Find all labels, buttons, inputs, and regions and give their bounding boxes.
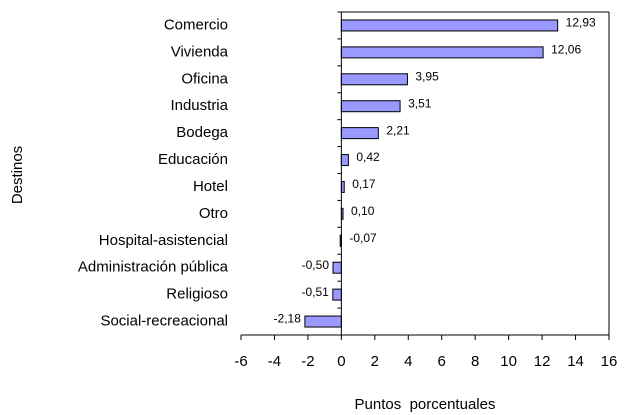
y-tick-label: Comercio	[164, 16, 228, 33]
y-tick-label: Hotel	[193, 178, 228, 195]
x-tick-label: 6	[438, 353, 446, 370]
y-tick-label: Hospital-asistencial	[99, 232, 228, 249]
bar	[304, 315, 342, 328]
x-tick-label: 12	[534, 353, 551, 370]
x-tick-label: 0	[337, 353, 345, 370]
x-tick-label: 2	[371, 353, 379, 370]
y-tick-label: Vivienda	[171, 43, 229, 60]
y-tick-label: Oficina	[181, 70, 228, 87]
value-label: -0,51	[301, 285, 329, 299]
value-label: 3,95	[415, 69, 439, 83]
y-tick-label: Religioso	[166, 286, 228, 303]
x-tick-label: -2	[301, 353, 314, 370]
value-label: 0,17	[352, 177, 376, 191]
value-label: 2,21	[386, 123, 410, 137]
value-label: 12,06	[551, 43, 581, 57]
x-axis-title: Puntos porcentuales	[355, 396, 496, 413]
y-tick-label: Bodega	[176, 124, 228, 141]
x-tick-label: -6	[234, 353, 247, 370]
bar	[340, 154, 349, 167]
value-label: 0,10	[351, 204, 375, 218]
value-label: 0,42	[356, 150, 380, 164]
y-tick-label: Industria	[170, 97, 228, 114]
value-label: 12,93	[566, 16, 596, 30]
value-label: -0,50	[302, 258, 330, 272]
bar	[332, 288, 342, 301]
x-tick-label: -4	[268, 353, 281, 370]
bar	[340, 19, 559, 32]
bar	[340, 127, 379, 140]
value-label: -2,18	[274, 312, 302, 326]
x-tick-label: 14	[567, 353, 584, 370]
bar	[340, 100, 401, 113]
x-tick-label: 4	[404, 353, 412, 370]
bar	[332, 261, 342, 274]
y-tick-label: Otro	[199, 205, 228, 222]
value-label: 3,51	[408, 96, 432, 110]
y-tick-label: Administración pública	[78, 259, 229, 276]
x-tick-label: 10	[500, 353, 517, 370]
x-tick-label: 8	[471, 353, 479, 370]
value-label: -0,07	[349, 231, 377, 245]
y-axis-title: Destinos	[9, 146, 26, 204]
y-tick-label: Social-recreacional	[100, 313, 228, 330]
bar	[340, 73, 408, 86]
bar	[340, 46, 544, 59]
y-tick-label: Educación	[158, 151, 228, 168]
x-tick-label: 16	[601, 353, 618, 370]
